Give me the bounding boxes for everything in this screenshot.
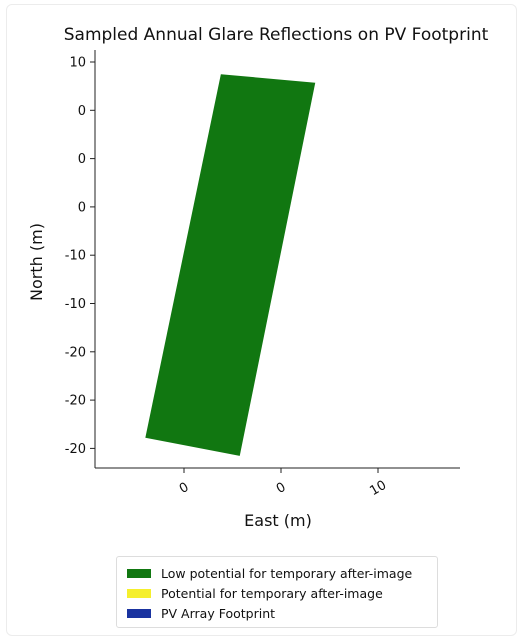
legend-label-pv-footprint: PV Array Footprint [161, 605, 276, 621]
legend-item-low-potential: Low potential for temporary after-image [127, 563, 437, 583]
legend-swatch-potential [127, 588, 151, 598]
footprint-polygon [145, 74, 316, 456]
y-axis-label: North (m) [27, 223, 46, 301]
y-tick-label: 0 [78, 200, 86, 215]
legend-label-potential: Potential for temporary after-image [161, 585, 383, 601]
y-tick-label: 10 [69, 56, 86, 71]
y-tick-label: 0 [78, 152, 86, 167]
x-tick-label: 0 [177, 480, 192, 497]
y-tick-label: -20 [65, 394, 86, 409]
y-tick-label: -20 [65, 442, 86, 457]
chart: Sampled Annual Glare Reflections on PV F… [27, 25, 489, 530]
legend-label-low-potential: Low potential for temporary after-image [161, 565, 413, 581]
y-tick-label: 0 [78, 104, 86, 119]
legend-item-pv-footprint: PV Array Footprint [127, 603, 437, 623]
legend-swatch-low-potential [127, 568, 151, 578]
legend-item-potential: Potential for temporary after-image [127, 583, 437, 603]
y-tick-label: -10 [65, 297, 86, 312]
y-tick-label: -10 [65, 249, 86, 264]
legend: Low potential for temporary after-image … [116, 556, 438, 628]
plot-area: 10 0 0 0 -10 -10 -20 -20 -20 0 0 10 [65, 50, 460, 499]
legend-swatch-pv-footprint [127, 608, 151, 618]
chart-title: Sampled Annual Glare Reflections on PV F… [64, 25, 489, 45]
x-tick-label: 0 [274, 480, 289, 497]
figure-frame [6, 4, 517, 636]
y-tick-label: -20 [65, 345, 86, 360]
x-axis-label: East (m) [244, 511, 312, 530]
x-tick-label: 10 [367, 478, 389, 499]
